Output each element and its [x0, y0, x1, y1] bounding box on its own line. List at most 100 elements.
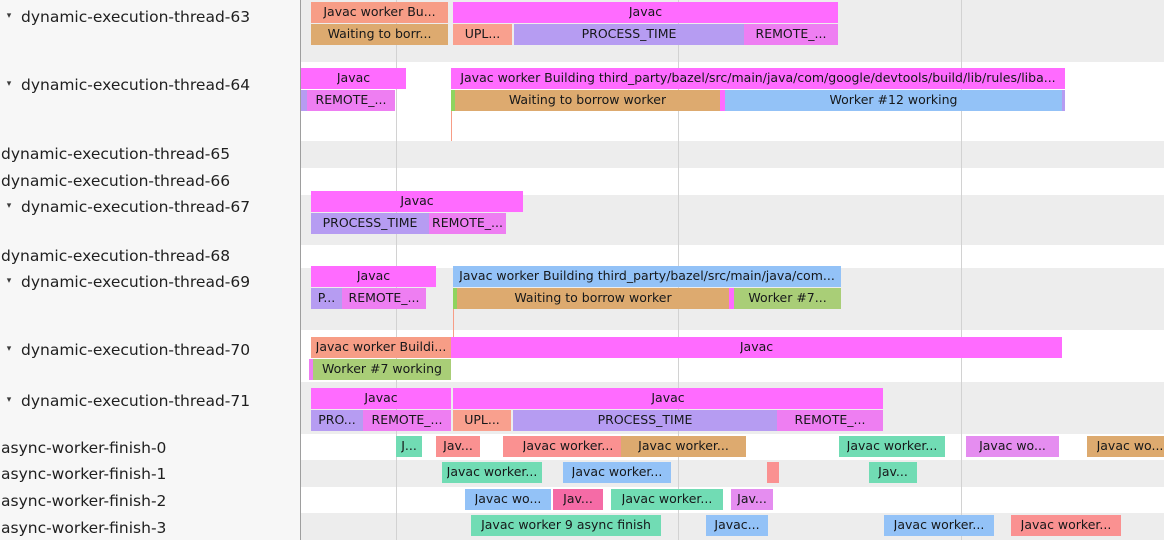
timeline-slice[interactable]: PROCESS_TIME — [513, 410, 777, 431]
track-name: dynamic-execution-thread-67 — [21, 198, 251, 216]
track-label-row[interactable]: async-worker-finish-0 — [0, 437, 300, 459]
timeline-slice[interactable] — [309, 359, 313, 380]
slice-label: Jav... — [443, 440, 473, 453]
track-label-row[interactable]: ▾ dynamic-execution-thread-63 — [0, 6, 300, 28]
slice-label: Worker #7... — [748, 292, 827, 305]
track-label-row[interactable]: dynamic-execution-thread-65 — [0, 143, 300, 165]
timeline-slice[interactable]: REMOTE_... — [307, 90, 395, 111]
timeline-slice[interactable]: Javac worker... — [563, 462, 671, 483]
track-list-gutter[interactable]: ▾ dynamic-execution-thread-63 ▾ dynamic-exe… — [0, 0, 301, 540]
chevron-down-icon[interactable]: ▾ — [6, 11, 12, 21]
timeline-slice[interactable]: Javac wo... — [465, 489, 551, 510]
timeline-slice[interactable]: Waiting to borrow worker — [455, 90, 720, 111]
timeline-slice[interactable] — [301, 90, 307, 111]
track-name: dynamic-execution-thread-70 — [21, 341, 251, 359]
chevron-down-icon[interactable]: ▾ — [6, 344, 12, 354]
timeline-slice[interactable]: Javac... — [706, 515, 768, 536]
track-label-row[interactable]: async-worker-finish-2 — [0, 490, 300, 512]
slice-label: PROCESS_TIME — [581, 28, 677, 41]
timeline-slice[interactable]: Jav... — [436, 436, 480, 457]
timeline-slice[interactable]: Javac — [453, 388, 883, 409]
timeline-slice[interactable]: Javac — [311, 266, 436, 287]
timeline-slice[interactable]: PROCESS_TIME — [514, 24, 744, 45]
timeline-slice[interactable]: REMOTE_... — [342, 288, 426, 309]
timeline-slice[interactable]: Javac — [453, 2, 838, 23]
timeline-slice[interactable]: Jav... — [553, 489, 603, 510]
timeline-slice[interactable]: Jav... — [869, 462, 917, 483]
timeline-slice[interactable]: Worker #7... — [734, 288, 841, 309]
timeline-slice[interactable] — [453, 288, 457, 309]
slice-label: REMOTE_... — [348, 292, 420, 305]
slice-label: PROCESS_TIME — [597, 414, 693, 427]
timeline-slice[interactable]: J... — [396, 436, 422, 457]
timeline-slice[interactable]: Jav... — [731, 489, 773, 510]
slice-label: PRO... — [318, 414, 356, 427]
track-label-row[interactable]: ▾ dynamic-execution-thread-70 — [0, 339, 300, 361]
slice-label: J... — [401, 440, 417, 453]
track-label-row[interactable]: dynamic-execution-thread-66 — [0, 170, 300, 192]
slice-label: REMOTE_... — [432, 217, 503, 230]
timeline-slice[interactable]: REMOTE_... — [429, 213, 506, 234]
timeline-slice[interactable]: REMOTE_... — [744, 24, 838, 45]
track-label-row[interactable]: ▾ dynamic-execution-thread-71 — [0, 390, 300, 412]
track-label-row[interactable]: dynamic-execution-thread-68 — [0, 245, 300, 267]
timeline-slice[interactable]: Waiting to borr... — [311, 24, 448, 45]
slice-label: Javac worker 9 async finish — [481, 519, 651, 532]
timeline-slice[interactable] — [451, 90, 455, 111]
timeline-slice[interactable] — [1062, 90, 1065, 111]
track-label-row[interactable]: async-worker-finish-1 — [0, 463, 300, 485]
timeline-slice[interactable]: Javac — [451, 337, 1062, 358]
chevron-down-icon[interactable]: ▾ — [6, 79, 12, 89]
timeline-slice[interactable] — [767, 462, 779, 483]
timeline-slice[interactable]: Javac worker... — [611, 489, 723, 510]
timeline-slice[interactable]: Javac wo... — [1087, 436, 1164, 457]
timeline-canvas[interactable]: Javac worker Bu... Waiting to borr... Java… — [301, 0, 1164, 540]
timeline-slice[interactable]: UPL... — [453, 24, 512, 45]
timeline-slice[interactable]: Javac worker Buildi... — [311, 337, 451, 358]
track-label-row[interactable]: ▾ dynamic-execution-thread-69 — [0, 271, 300, 293]
timeline-slice[interactable]: P... — [311, 288, 342, 309]
timeline-slice[interactable]: Javac worker 9 async finish — [471, 515, 661, 536]
slice-label: Javac worker... — [522, 440, 614, 453]
timeline-slice[interactable]: Waiting to borrow worker — [457, 288, 729, 309]
track-label-row[interactable]: async-worker-finish-3 — [0, 517, 300, 539]
timeline-slice[interactable]: Javac worker Bu... — [311, 2, 448, 23]
slice-label: Worker #7 working — [322, 363, 442, 376]
timeline-slice[interactable]: Javac worker Building third_party/bazel/… — [453, 266, 841, 287]
timeline-slice[interactable]: Javac wo... — [966, 436, 1059, 457]
timeline-slice[interactable]: Javac worker... — [503, 436, 633, 457]
timeline-slice[interactable]: Javac worker... — [621, 436, 746, 457]
slice-label: Javac — [400, 195, 434, 208]
timeline-slice[interactable]: Javac worker... — [884, 515, 994, 536]
timeline-slice[interactable]: REMOTE_... — [777, 410, 883, 431]
timeline-slice[interactable]: Worker #7 working — [313, 359, 451, 380]
timeline-slice[interactable]: PROCESS_TIME — [311, 213, 429, 234]
timeline-slice[interactable]: Javac worker... — [442, 462, 542, 483]
slice-label: Javac worker Buildi... — [315, 341, 447, 354]
timeline-slice[interactable]: Javac worker... — [1011, 515, 1121, 536]
timeline-slice[interactable]: Worker #12 working — [725, 90, 1062, 111]
timeline-slice[interactable]: Javac worker Building third_party/bazel/… — [451, 68, 1065, 89]
track-name: dynamic-execution-thread-68 — [1, 247, 231, 265]
chevron-down-icon[interactable]: ▾ — [6, 201, 12, 211]
timeline-slice[interactable]: PRO... — [311, 410, 363, 431]
track-name: async-worker-finish-1 — [1, 465, 167, 483]
track-label-row[interactable]: ▾ dynamic-execution-thread-64 — [0, 74, 300, 96]
chevron-down-icon[interactable]: ▾ — [6, 276, 12, 286]
track-label-row[interactable]: ▾ dynamic-execution-thread-67 — [0, 196, 300, 218]
timeline-slice[interactable]: REMOTE_... — [363, 410, 451, 431]
timeline-slice[interactable]: UPL... — [453, 410, 511, 431]
timeline-slice[interactable] — [729, 288, 734, 309]
slice-label: Jav... — [878, 466, 908, 479]
track-name: dynamic-execution-thread-64 — [21, 76, 251, 94]
timeline-slice[interactable] — [720, 90, 725, 111]
slice-label: Javac worker... — [893, 519, 985, 532]
slice-label: REMOTE_... — [794, 414, 866, 427]
timeline-slice[interactable]: Javac — [311, 388, 451, 409]
timeline-slice[interactable]: Javac — [311, 191, 523, 212]
timeline-slice[interactable]: Javac — [301, 68, 406, 89]
timeline-slice[interactable]: Javac worker... — [839, 436, 945, 457]
chevron-down-icon[interactable]: ▾ — [6, 395, 12, 405]
slice-label: Javac worker... — [621, 493, 713, 506]
